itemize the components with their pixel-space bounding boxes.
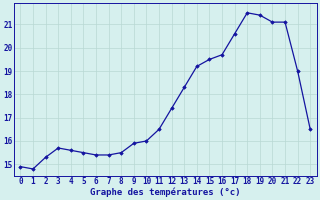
X-axis label: Graphe des températures (°c): Graphe des températures (°c) bbox=[90, 187, 241, 197]
